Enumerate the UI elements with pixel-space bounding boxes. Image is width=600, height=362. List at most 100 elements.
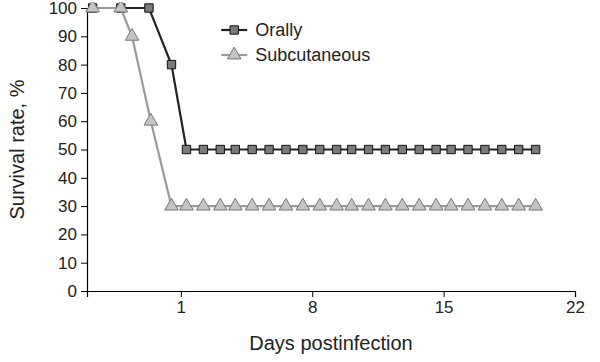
y-tick-mark xyxy=(81,234,87,235)
series-marker xyxy=(495,198,509,210)
x-axis-title: Days postinfection xyxy=(249,332,412,354)
y-axis: 0 10 20 30 40 50 60 70 80 90 100 xyxy=(49,0,88,301)
series-marker xyxy=(167,60,175,68)
series-marker xyxy=(364,145,372,153)
series-marker xyxy=(398,145,406,153)
series-marker xyxy=(345,198,359,210)
series-marker xyxy=(447,145,455,153)
series-marker xyxy=(512,198,526,210)
y-tick: 10 xyxy=(58,254,87,273)
y-tick: 40 xyxy=(58,169,87,188)
x-tick-label: 22 xyxy=(566,298,585,317)
series-marker xyxy=(182,145,190,153)
x-tick: 1 xyxy=(177,291,186,317)
series-marker xyxy=(228,198,242,210)
series-marker xyxy=(262,198,276,210)
series-marker xyxy=(197,198,211,210)
y-tick-mark xyxy=(81,263,87,264)
y-tick-mark xyxy=(81,93,87,94)
y-tick: 70 xyxy=(58,84,87,103)
series-marker xyxy=(299,145,307,153)
legend-item: Orally xyxy=(221,20,302,40)
series-marker xyxy=(313,198,327,210)
y-axis-line xyxy=(81,9,88,292)
y-tick-label: 100 xyxy=(49,0,77,18)
y-axis-title: Survival rate, % xyxy=(6,79,28,219)
series-marker xyxy=(396,198,410,210)
x-tick-label: 1 xyxy=(177,298,186,317)
legend-label: Subcutaneous xyxy=(255,45,370,65)
x-tick-mark xyxy=(181,291,182,297)
y-tick-mark xyxy=(81,178,87,179)
y-tick-label: 50 xyxy=(58,140,77,159)
series-marker xyxy=(199,145,207,153)
series-marker xyxy=(379,198,393,210)
y-tick-label: 90 xyxy=(58,27,77,46)
series-marker xyxy=(444,198,458,210)
x-tick-mark xyxy=(312,291,313,297)
y-tick-label: 20 xyxy=(58,225,77,244)
y-tick-mark xyxy=(81,8,87,9)
x-tick: 8 xyxy=(308,291,317,317)
series-marker xyxy=(316,145,324,153)
y-tick: 100 xyxy=(49,0,87,18)
series-marker xyxy=(332,145,340,153)
series-marker xyxy=(330,198,344,210)
series-marker xyxy=(412,198,426,210)
series-marker xyxy=(481,145,489,153)
legend-marker xyxy=(227,47,241,59)
series-marker xyxy=(381,145,389,153)
series-marker xyxy=(347,145,355,153)
y-tick-label: 40 xyxy=(58,169,77,188)
series-marker xyxy=(279,198,293,210)
y-tick: 0 xyxy=(68,282,87,301)
series-marker xyxy=(86,2,100,12)
series-marker xyxy=(144,113,158,125)
series-group xyxy=(86,2,543,210)
legend-item: Subcutaneous xyxy=(221,45,370,65)
x-tick-label: 8 xyxy=(308,298,317,317)
series-marker xyxy=(464,145,472,153)
y-tick-label: 10 xyxy=(58,254,77,273)
y-tick: 60 xyxy=(58,112,87,131)
y-tick-label: 60 xyxy=(58,112,77,131)
y-tick-mark xyxy=(81,150,87,151)
series-marker xyxy=(531,145,539,153)
y-tick-mark xyxy=(81,65,87,66)
x-tick: 15 xyxy=(435,291,454,317)
legend-marker xyxy=(230,26,238,34)
series-marker xyxy=(231,145,239,153)
series-marker xyxy=(415,145,423,153)
series-marker xyxy=(216,145,224,153)
y-tick: 20 xyxy=(58,225,87,244)
series-marker xyxy=(498,145,506,153)
plot: 0 10 20 30 40 50 60 70 80 90 100 1 8 15 22 xyxy=(49,0,585,317)
y-tick-mark xyxy=(81,206,87,207)
series-marker xyxy=(515,145,523,153)
x-tick-label: 15 xyxy=(435,298,454,317)
series-line xyxy=(93,8,536,206)
series-marker xyxy=(478,198,492,210)
series-marker xyxy=(529,198,543,210)
y-tick-label: 80 xyxy=(58,56,77,75)
x-tick-mark xyxy=(444,291,445,297)
y-tick-mark xyxy=(81,121,87,122)
y-tick: 50 xyxy=(58,140,87,159)
series-marker xyxy=(165,198,179,210)
y-tick-label: 0 xyxy=(68,282,77,301)
series-marker xyxy=(248,145,256,153)
series-marker xyxy=(296,198,310,210)
y-tick-label: 70 xyxy=(58,84,77,103)
series-marker xyxy=(180,198,194,210)
series-marker xyxy=(213,198,227,210)
series-marker xyxy=(432,145,440,153)
series-marker xyxy=(265,145,273,153)
series-marker xyxy=(245,198,259,210)
y-tick: 30 xyxy=(58,197,87,216)
chart: 0 10 20 30 40 50 60 70 80 90 100 1 8 15 22 Days postinf… xyxy=(0,0,600,362)
series-marker xyxy=(362,198,376,210)
series-marker xyxy=(461,198,475,210)
y-tick: 90 xyxy=(58,27,87,46)
x-axis: 1 8 15 22 xyxy=(88,291,585,317)
series-marker xyxy=(429,198,443,210)
